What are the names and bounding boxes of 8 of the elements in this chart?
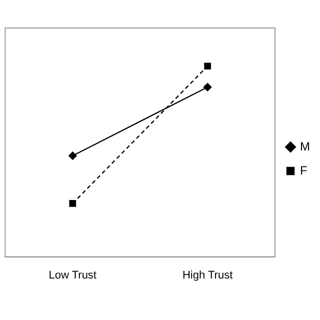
point <box>204 62 211 70</box>
x-tick-label: High Trust <box>182 269 233 282</box>
point <box>203 83 212 92</box>
x-tick-label: Low Trust <box>48 269 96 282</box>
point <box>69 200 76 207</box>
legend-label: F <box>300 163 308 178</box>
legend-label: M <box>300 139 310 154</box>
point <box>68 152 77 160</box>
